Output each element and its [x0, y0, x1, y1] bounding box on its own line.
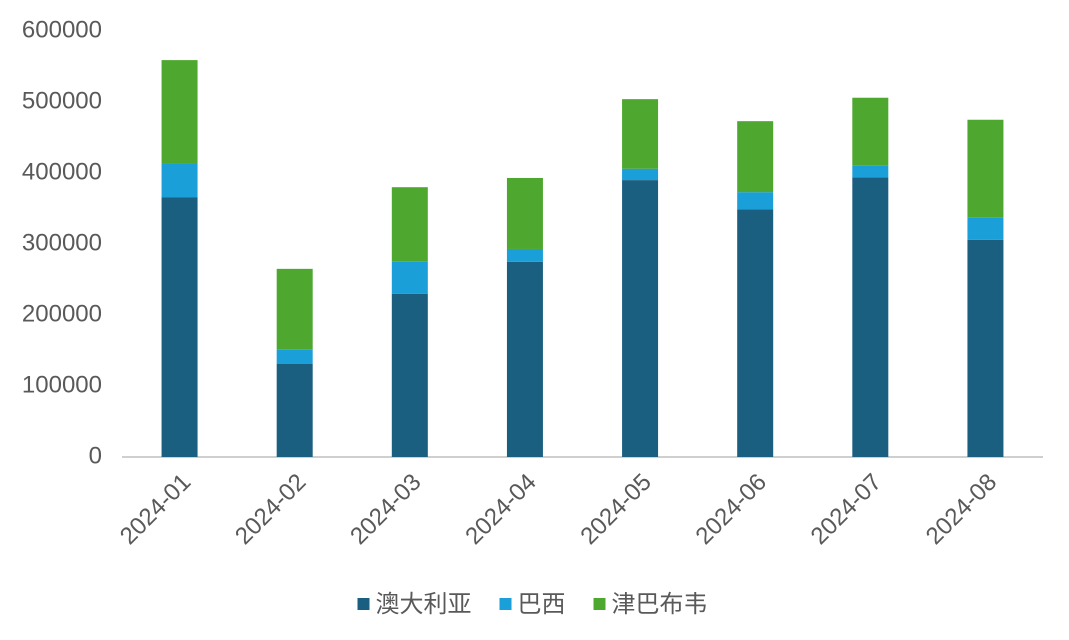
bar-segment: [161, 163, 198, 198]
bar-segment: [391, 187, 428, 262]
x-tick-label: 2024-03: [345, 469, 426, 550]
bar-segment: [852, 177, 889, 457]
legend-swatch: [499, 598, 512, 610]
bar-segment: [622, 168, 659, 181]
bar-segment: [852, 165, 889, 178]
legend-swatch: [593, 598, 606, 610]
bar-segment: [737, 121, 774, 193]
bar-segment: [506, 261, 543, 457]
x-tick-label: 2024-08: [921, 469, 1002, 550]
legend-label: 津巴布韦: [612, 590, 708, 618]
bar-segment: [622, 99, 659, 169]
y-tick-label: 500000: [22, 87, 102, 114]
bar-segment: [161, 60, 198, 164]
y-tick-label: 100000: [22, 371, 102, 398]
bar-segment: [967, 239, 1004, 457]
x-tick-label: 2024-06: [691, 469, 772, 550]
y-tick-label: 600000: [22, 16, 102, 43]
legend-label: 澳大利亚: [376, 590, 472, 618]
bar-segment: [967, 119, 1004, 218]
bar-segment: [967, 217, 1004, 240]
y-tick-label: 400000: [22, 158, 102, 185]
bar-segment: [737, 192, 774, 210]
bar-segment: [391, 293, 428, 457]
bar-segment: [161, 197, 198, 457]
bar-segment: [506, 177, 543, 249]
legend-label: 巴西: [518, 590, 566, 618]
x-tick-label: 2024-05: [575, 469, 656, 550]
bar-segment: [506, 248, 543, 262]
bar-segment: [737, 209, 774, 457]
x-tick-label: 2024-02: [230, 469, 311, 550]
x-tick-label: 2024-04: [460, 469, 541, 550]
x-tick-label: 2024-01: [115, 469, 196, 550]
bar-segment: [391, 261, 428, 294]
bar-segment: [276, 363, 313, 457]
bar-segment: [622, 180, 659, 457]
legend-swatch: [357, 598, 370, 610]
bar-segment: [276, 349, 313, 364]
y-tick-label: 0: [89, 442, 102, 469]
y-tick-label: 200000: [22, 300, 102, 327]
bar-segment: [276, 268, 313, 350]
bar-segment: [852, 97, 889, 166]
y-tick-label: 300000: [22, 229, 102, 256]
x-tick-label: 2024-07: [806, 469, 887, 550]
